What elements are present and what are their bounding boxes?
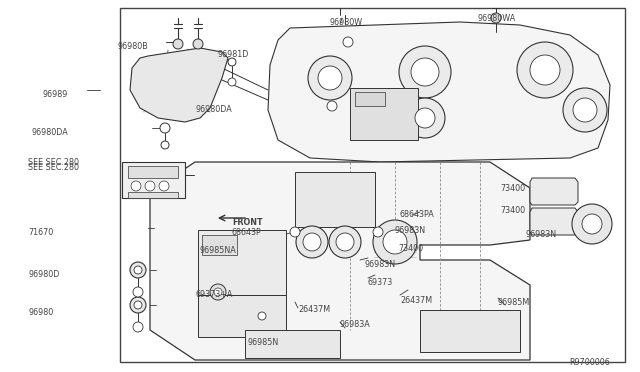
Text: 96980B: 96980B [117, 42, 148, 51]
Polygon shape [130, 48, 228, 122]
Circle shape [303, 233, 321, 251]
Text: SEE SEC.280: SEE SEC.280 [28, 158, 79, 167]
Circle shape [415, 108, 435, 128]
Circle shape [130, 297, 146, 313]
Circle shape [517, 42, 573, 98]
Polygon shape [122, 162, 185, 198]
Circle shape [383, 230, 407, 254]
Circle shape [228, 58, 236, 66]
Circle shape [563, 88, 607, 132]
Bar [128, 192, 178, 198]
Bar [120, 8, 625, 362]
Circle shape [258, 312, 266, 320]
Text: 96985N: 96985N [248, 338, 279, 347]
Polygon shape [150, 162, 530, 360]
Circle shape [159, 181, 169, 191]
Circle shape [193, 39, 203, 49]
Circle shape [572, 204, 612, 244]
Bar [128, 166, 178, 178]
Circle shape [329, 226, 361, 258]
Text: 68643PA: 68643PA [400, 210, 435, 219]
Text: 26437M: 26437M [400, 296, 432, 305]
Bar [350, 88, 418, 140]
Circle shape [373, 227, 383, 237]
Text: 96985NA: 96985NA [200, 246, 237, 255]
Text: 69373+A: 69373+A [195, 290, 232, 299]
Circle shape [343, 37, 353, 47]
Circle shape [133, 322, 143, 332]
Circle shape [210, 284, 226, 300]
Circle shape [327, 101, 337, 111]
Circle shape [130, 262, 146, 278]
Polygon shape [530, 178, 578, 205]
Circle shape [145, 181, 155, 191]
Circle shape [491, 13, 501, 23]
Text: FRONT: FRONT [232, 218, 262, 227]
Bar [202, 235, 237, 255]
Circle shape [133, 287, 143, 297]
Text: 96980: 96980 [28, 308, 53, 317]
Text: 96983A: 96983A [340, 320, 371, 329]
Text: 96985M: 96985M [498, 298, 531, 307]
Circle shape [530, 55, 560, 85]
Text: 26437M: 26437M [298, 305, 330, 314]
Circle shape [296, 226, 328, 258]
Text: 96983N: 96983N [365, 260, 396, 269]
Text: SEE SEC.280: SEE SEC.280 [28, 163, 79, 172]
Circle shape [134, 266, 142, 274]
Bar [198, 295, 286, 337]
Bar [420, 310, 520, 352]
Circle shape [336, 233, 354, 251]
Bar [355, 92, 385, 106]
Text: 96980D: 96980D [28, 270, 60, 279]
Circle shape [308, 56, 352, 100]
Text: 96980W: 96980W [330, 18, 363, 27]
Polygon shape [268, 22, 610, 162]
Circle shape [582, 214, 602, 234]
Circle shape [573, 98, 597, 122]
Bar [245, 330, 340, 358]
Circle shape [399, 46, 451, 98]
Circle shape [405, 98, 445, 138]
Text: 96989: 96989 [43, 90, 68, 99]
Circle shape [161, 141, 169, 149]
Text: 73400: 73400 [398, 244, 423, 253]
Text: 96981D: 96981D [218, 50, 250, 59]
Text: 96980DA: 96980DA [31, 128, 68, 137]
Text: 68643P: 68643P [232, 228, 262, 237]
Circle shape [214, 288, 222, 296]
Circle shape [160, 123, 170, 133]
Circle shape [373, 220, 417, 264]
Polygon shape [530, 208, 578, 235]
Text: 69373: 69373 [368, 278, 393, 287]
Text: 96980DA: 96980DA [195, 105, 232, 114]
Circle shape [318, 66, 342, 90]
Circle shape [173, 39, 183, 49]
Circle shape [228, 78, 236, 86]
Text: 71670: 71670 [28, 228, 53, 237]
Bar [295, 172, 375, 227]
Text: 73400: 73400 [500, 184, 525, 193]
Circle shape [290, 227, 300, 237]
Bar [198, 230, 286, 295]
Circle shape [131, 181, 141, 191]
Text: R9700006: R9700006 [569, 358, 610, 367]
Text: 96983N: 96983N [395, 226, 426, 235]
Circle shape [411, 58, 439, 86]
Text: 96980WA: 96980WA [478, 14, 516, 23]
Text: 73400: 73400 [500, 206, 525, 215]
Circle shape [134, 301, 142, 309]
Text: 96983N: 96983N [526, 230, 557, 239]
